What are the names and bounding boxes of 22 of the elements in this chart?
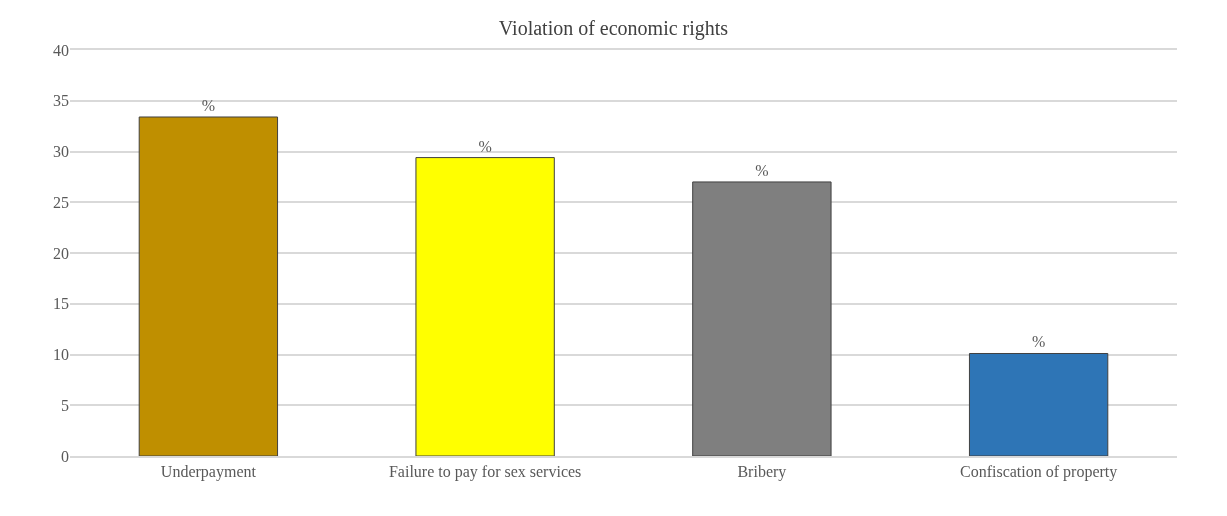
chart-title: Violation of economic rights — [498, 16, 729, 40]
y-tick-label: 5 — [61, 396, 69, 414]
y-tick-label: 25 — [53, 193, 69, 211]
bar — [138, 116, 279, 456]
y-tick-label: 35 — [53, 92, 69, 110]
bar — [692, 181, 832, 456]
y-tick-label: 10 — [53, 346, 69, 364]
y-tick-label: 20 — [53, 244, 69, 262]
y-tick-label: 15 — [53, 295, 69, 313]
bar — [968, 352, 1109, 456]
data-label: % — [201, 96, 216, 114]
x-tick-label: Bribery — [737, 462, 787, 481]
y-tick-label: 30 — [53, 143, 69, 161]
y-tick-label: 40 — [53, 41, 69, 59]
y-tick-label: 0 — [61, 447, 69, 465]
bar — [415, 157, 555, 456]
data-label: % — [755, 161, 769, 179]
x-tick-label: Failure to pay for sex services — [388, 462, 582, 481]
x-tick-label: Underpayment — [160, 462, 257, 481]
data-label: % — [478, 137, 492, 155]
x-tick-label: Confiscation of property — [959, 462, 1118, 481]
data-label: % — [1031, 333, 1046, 351]
